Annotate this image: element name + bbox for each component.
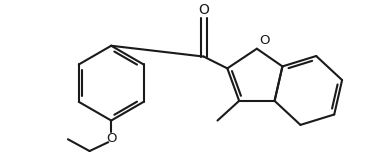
Text: O: O: [106, 132, 116, 145]
Text: O: O: [259, 34, 269, 47]
Text: O: O: [198, 3, 209, 17]
